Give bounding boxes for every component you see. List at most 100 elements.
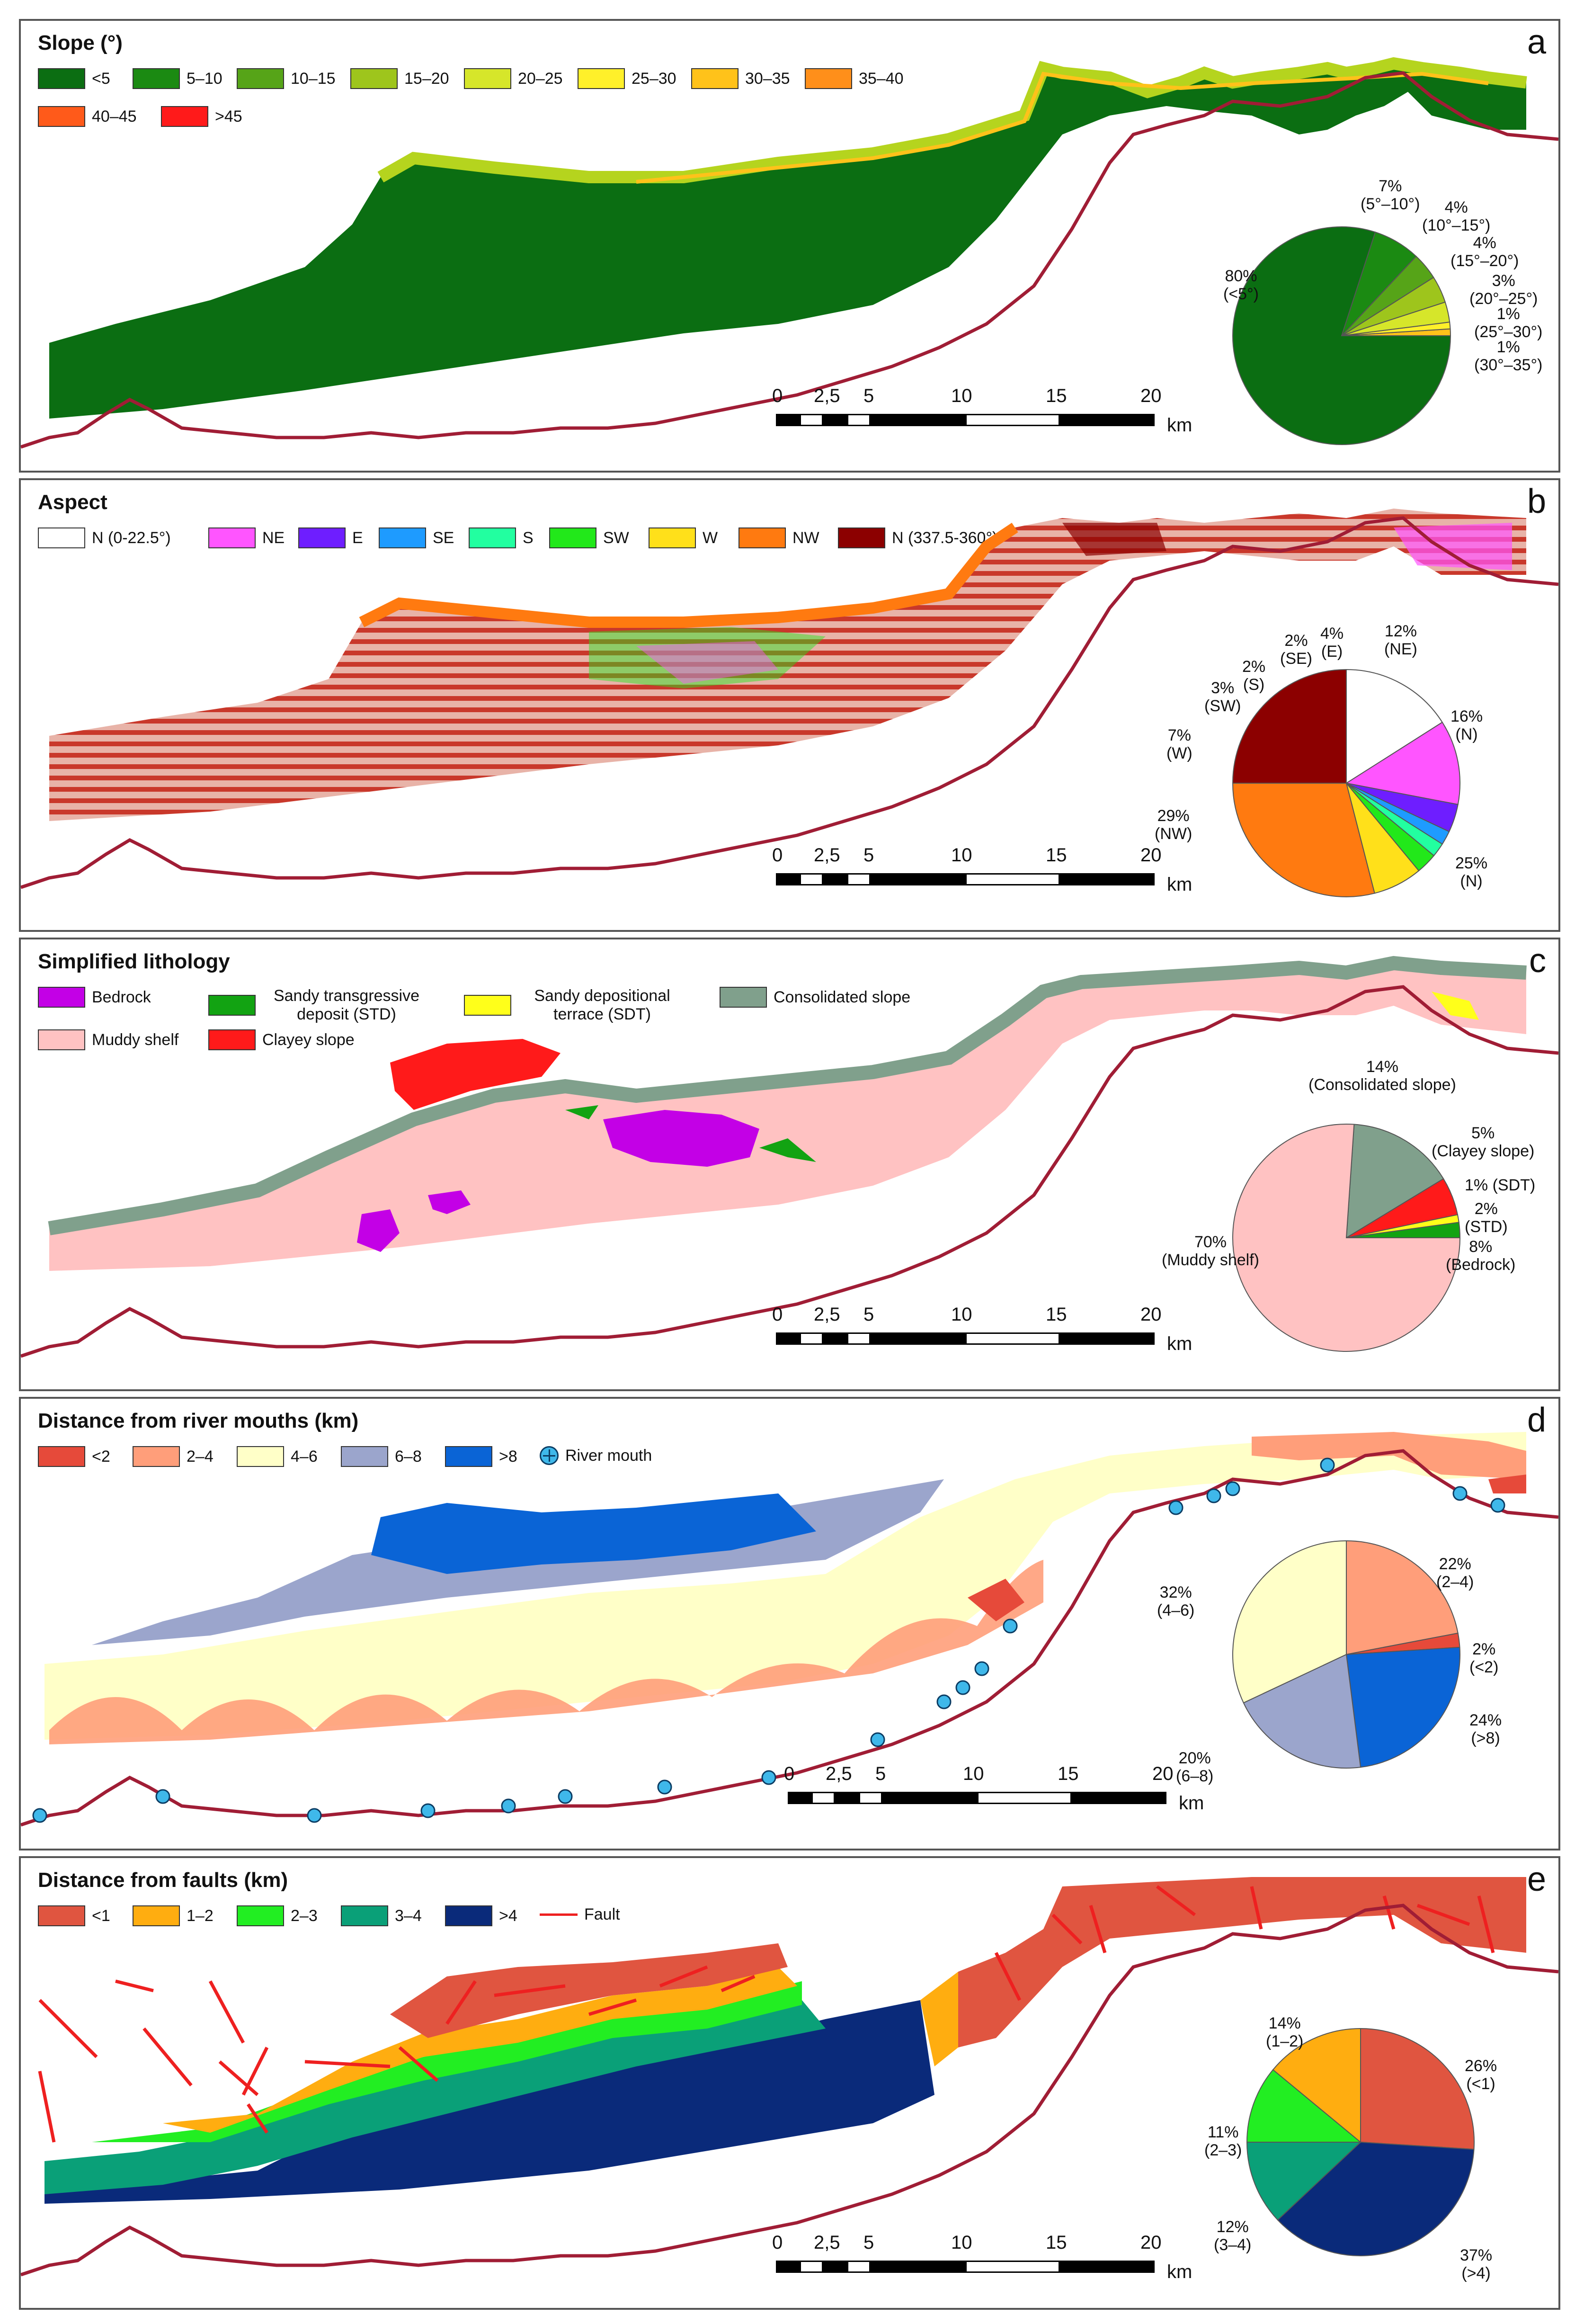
legend-label: 10–15 [291, 69, 336, 88]
legend-label: SE [433, 528, 454, 547]
panel-title: Distance from faults (km) [38, 1868, 288, 1892]
fault-lines [38, 1885, 1495, 2143]
pie-slice [1272, 2028, 1361, 2144]
pie-label: 2% (SE) [1280, 632, 1312, 668]
river-mouth-icon [1168, 1500, 1183, 1515]
legend-swatch [208, 1029, 256, 1050]
fault-line [1051, 1913, 1083, 1945]
legend-item: SW [549, 527, 629, 548]
legend-swatch [208, 995, 256, 1016]
fault-line [38, 2071, 56, 2143]
pie-label: 5% (Clayey slope) [1432, 1124, 1535, 1160]
fault-line [241, 2047, 269, 2096]
pie-slice [1346, 783, 1420, 894]
river-mouth-markers [32, 1457, 1505, 1823]
scale-tick: 0 [772, 2232, 783, 2253]
pie-slice [1232, 1124, 1461, 1352]
pie-slice [1345, 1124, 1444, 1239]
fault-line [1089, 1904, 1107, 1954]
pie-label: 37% (>4) [1460, 2246, 1493, 2282]
legend-swatch [38, 68, 85, 89]
zone-under-2 [1488, 1475, 1526, 1493]
legend-label: 5–10 [187, 69, 222, 88]
pie-label: 2% (S) [1242, 658, 1266, 694]
pie-label: 24% (>8) [1469, 1711, 1502, 1747]
legend-label: Fault [584, 1905, 620, 1923]
legend-swatch [739, 527, 786, 548]
panel-fault-distance: Distance from faults (km) e <1 1–2 2–3 3… [19, 1856, 1560, 2310]
scale-segment [823, 873, 847, 885]
scale-segment [776, 414, 800, 426]
legend-item: E [298, 527, 363, 548]
legend-item: >45 [161, 106, 242, 127]
legend-item: 5–10 [133, 68, 222, 89]
bedrock [603, 1110, 759, 1167]
pie-chart [1232, 669, 1460, 897]
scale-tick: 5 [863, 1304, 874, 1325]
scale-tick: 15 [1046, 845, 1067, 866]
legend-label: 2–3 [291, 1906, 318, 1925]
coastline [21, 1904, 1558, 2277]
scale-segment [811, 1792, 835, 1804]
legend-item: Fault [540, 1905, 620, 1924]
fault-line [38, 1999, 98, 2058]
pie-chart [1246, 2028, 1475, 2256]
pie-slice [1341, 231, 1417, 336]
river-distance-map [21, 1432, 1558, 1827]
legend-label: 35–40 [859, 69, 904, 88]
muddy-shelf [49, 963, 1526, 1271]
legend-swatch [237, 1905, 284, 1926]
pie-label: 8% (Bedrock) [1446, 1238, 1516, 1274]
scale-tick: 10 [963, 1763, 984, 1784]
scale-unit: km [1179, 1793, 1204, 1814]
scale-segment [847, 873, 871, 885]
coastline [21, 1449, 1558, 1827]
legend-label: N (337.5-360°) [892, 528, 998, 547]
legend-swatch [208, 527, 256, 548]
river-mouth-icon [936, 1694, 952, 1709]
pie-slice [1246, 2142, 1362, 2221]
lithology-map [21, 956, 1558, 1358]
pie-slice [1232, 669, 1347, 784]
scale-tick: 10 [951, 845, 972, 866]
scale-bar: 0 2,5 5 10 15 20 km [772, 2232, 1202, 2289]
legend-item: 2–3 [237, 1905, 318, 1926]
scale-bar: 0 2,5 5 10 15 20 km [772, 385, 1202, 442]
aspect-edge [359, 523, 1018, 628]
scale-segment [871, 873, 965, 885]
river-mouth-icon [540, 1446, 559, 1465]
pie-label: 3% (20°–25°) [1469, 272, 1538, 308]
zone-under-1 [390, 1943, 788, 2038]
panel-aspect: Aspect b N (0-22.5°) NE E SE S SW W NW N… [19, 478, 1560, 932]
fault-line [1416, 1904, 1470, 1926]
legend-item: 6–8 [341, 1446, 422, 1467]
legend-label: >8 [499, 1447, 517, 1466]
river-mouth-icon [761, 1770, 776, 1785]
legend-swatch [464, 995, 511, 1016]
legend-item: W [649, 527, 718, 548]
bedrock [428, 1190, 471, 1214]
legend-label: River mouth [565, 1446, 652, 1465]
legend-label: 25–30 [632, 69, 676, 88]
coastline [21, 516, 1558, 889]
scale-segment [800, 1332, 823, 1345]
legend-swatch [445, 1446, 492, 1467]
scale-segment [965, 2261, 1060, 2273]
panel-lithology: Simplified lithology c Bedrock Sandy tra… [19, 938, 1560, 1391]
legend-item: 15–20 [350, 68, 449, 89]
legend-label: <1 [92, 1906, 110, 1925]
zone-1-2 [920, 1972, 958, 2066]
scale-tick: 0 [772, 1304, 783, 1325]
legend-item: Clayey slope [208, 1029, 355, 1050]
pie-slice [1346, 669, 1443, 784]
scale-segment [776, 2261, 800, 2273]
legend-swatch [805, 68, 852, 89]
scale-tick: 20 [1140, 2232, 1162, 2253]
legend-label: 3–4 [395, 1906, 422, 1925]
fault-line [115, 1979, 154, 1993]
coastline [21, 985, 1558, 1358]
legend-swatch [720, 987, 767, 1008]
scale-segment [788, 1792, 811, 1804]
fault-line [588, 1998, 637, 2016]
fault-line [304, 2060, 391, 2068]
